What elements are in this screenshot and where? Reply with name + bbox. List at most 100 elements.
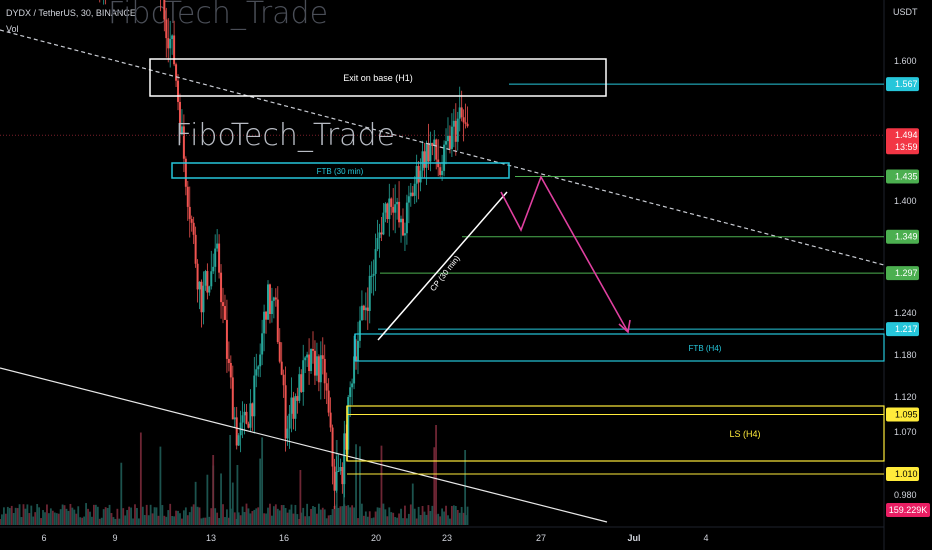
x-tick-label: 20 — [371, 533, 381, 543]
price-tag-label: 1.435 — [895, 172, 918, 182]
candle-body — [298, 374, 301, 401]
volume-bar — [249, 513, 252, 525]
y-tick-label: 0.980 — [894, 490, 917, 500]
candle-body — [466, 123, 469, 127]
price-tag-label: 1.349 — [895, 232, 918, 242]
candle-body — [290, 397, 293, 414]
volume-bar — [77, 506, 80, 525]
ftb-30min-label: FTB (30 min) — [317, 167, 364, 176]
volume-bar — [276, 508, 279, 525]
volume-bar — [182, 510, 185, 525]
volume-bar — [87, 508, 89, 525]
candle-body — [319, 355, 322, 383]
candle-body — [184, 158, 187, 187]
volume-bar — [96, 506, 99, 525]
volume-bar — [282, 505, 285, 525]
candle-body — [231, 377, 234, 420]
volume-bar — [73, 509, 76, 525]
volume-bar — [372, 517, 375, 525]
volume-bar — [216, 512, 219, 525]
candle-body — [445, 141, 448, 145]
volume-bar — [218, 518, 220, 525]
volume-bar — [306, 503, 309, 525]
volume-tag-label: 159.229K — [889, 505, 928, 515]
volume-bar — [202, 517, 205, 525]
candle-body — [263, 311, 266, 334]
volume-bar — [376, 507, 379, 525]
volume-bar — [161, 505, 164, 525]
candle-body — [173, 35, 176, 65]
candle-body — [409, 192, 412, 197]
volume-bar — [345, 505, 348, 525]
volume-bar — [319, 509, 322, 525]
candle-body — [362, 305, 365, 311]
volume-bar — [157, 515, 160, 525]
volume-bar — [272, 506, 275, 525]
volume-bar — [108, 504, 111, 525]
volume-bar — [362, 515, 365, 525]
candle-body — [353, 356, 356, 384]
volume-bar — [79, 517, 82, 525]
volume-bar — [298, 518, 301, 525]
volume-bar — [0, 518, 1, 525]
volume-bar — [308, 516, 310, 525]
candle-body — [310, 348, 313, 372]
volume-bar — [186, 515, 189, 525]
candle-body — [280, 361, 283, 375]
volume-bar — [333, 505, 336, 525]
volume-bar — [208, 516, 211, 525]
price-tag-green — [886, 169, 919, 184]
candle-body — [192, 222, 195, 235]
candle-body — [398, 201, 401, 223]
candle-body — [317, 356, 320, 383]
volume-bar — [94, 504, 97, 525]
candle-body — [333, 466, 336, 491]
volume-bar — [364, 511, 367, 525]
candle-body — [227, 358, 230, 363]
volume-bar — [390, 512, 393, 525]
candle-body — [249, 403, 252, 428]
volume-bar — [388, 507, 391, 525]
volume-bar — [194, 481, 197, 525]
ftb-h4-label: FTB (H4) — [689, 344, 722, 353]
candle-body — [171, 35, 174, 39]
volume-bar — [274, 504, 277, 525]
candle-body — [355, 356, 358, 361]
volume-bar — [14, 507, 17, 525]
volume-bar — [224, 517, 226, 525]
candle-body — [339, 467, 342, 472]
volume-bar — [407, 513, 410, 525]
candle-body — [417, 166, 420, 183]
y-tick-label: 1.600 — [894, 56, 917, 66]
candle-body — [368, 275, 371, 311]
candle-body — [413, 183, 416, 196]
candle-body — [186, 186, 189, 207]
volume-bar — [42, 510, 44, 525]
candle-body — [180, 126, 183, 135]
candle-body — [450, 126, 453, 149]
volume-bar — [92, 504, 95, 525]
vol-label: Vol — [6, 24, 19, 34]
volume-bar — [51, 510, 54, 525]
volume-bar — [85, 503, 87, 525]
candle-body — [188, 206, 191, 219]
volume-bar — [405, 518, 408, 525]
volume-bar — [196, 506, 199, 525]
volume-bar — [402, 518, 404, 525]
volume-bar — [257, 507, 260, 525]
candle-body — [261, 333, 264, 355]
candle-body — [267, 284, 270, 320]
volume-bar — [353, 507, 355, 525]
volume-bar — [130, 507, 132, 525]
candle-body — [390, 198, 393, 207]
volume-bar — [206, 474, 209, 525]
candle-body — [341, 467, 344, 485]
candle-body — [382, 212, 385, 235]
candle-body — [384, 203, 387, 213]
watermark-top: FiboTech_Trade — [108, 0, 329, 31]
volume-bar — [36, 504, 39, 525]
volume-bar — [269, 503, 271, 525]
candle-body — [415, 166, 418, 184]
volume-bar — [83, 516, 86, 525]
